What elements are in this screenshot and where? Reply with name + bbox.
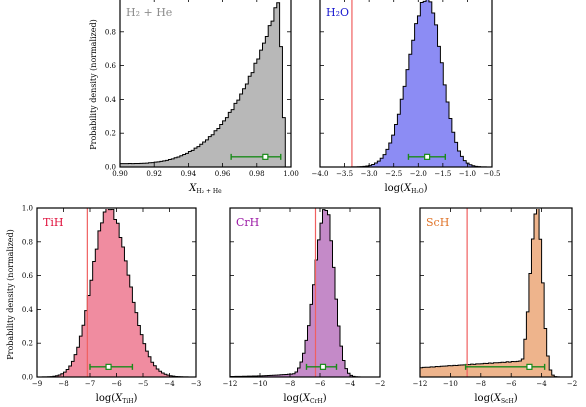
frame-h2he [119,0,292,168]
xtick-label-crh-3: −6 [315,380,326,388]
histogram-h2he [120,2,291,167]
ytick-label-h2he-1: 0.2 [105,130,116,138]
histogram-crh [230,209,380,377]
errorbar-marker-crh [319,363,327,370]
panel-h2o: −4.0 −3.5 −3.0 −2.5 −2.0 −1.5 −1.0 −0.5 H₂O log(X… [312,0,501,195]
xtick-label-h2he-4: 0.98 [249,170,265,178]
xtick-label-sch-4: −4 [536,380,547,388]
errorbar-marker-h2o [424,153,431,160]
ytick-label-h2he-2: 0.4 [105,96,117,104]
xtick-label-sch-3: −6 [506,380,517,388]
ytick-label-h2he-3: 0.6 [105,62,117,70]
xtick-label-h2o-6: −1.0 [459,170,476,178]
frame-sch [419,207,573,378]
histogram-tih [37,209,196,377]
panel-label-sch: ScH [426,216,449,229]
panel-label-crh: CrH [236,216,259,229]
histogram-sch [420,209,572,377]
xtick-label-tih-0: −9 [32,380,42,388]
xtick-label-h2o-3: −2.5 [385,170,402,178]
x-axis-label-crh: log(XCrH) [283,393,326,405]
ytick-label-tih-1: 0.2 [22,340,33,348]
ytick-label-tih-3: 0.6 [22,272,34,280]
xtick-label-h2o-5: −1.5 [434,170,451,178]
xtick-label-sch-1: −10 [443,380,458,388]
ytick-label-tih-2: 0.4 [22,306,34,314]
xtick-label-crh-2: −8 [285,380,295,388]
xtick-label-sch-0: −12 [413,380,428,388]
xtick-label-crh-4: −4 [345,380,356,388]
xtick-label-tih-4: −5 [138,380,148,388]
xtick-label-h2o-4: −2.0 [410,170,427,178]
xtick-label-crh-1: −10 [253,380,268,388]
xtick-label-tih-5: −4 [164,380,175,388]
ytick-label-tih-5: 1.0 [22,205,33,213]
errorbar-marker-tih [105,363,112,370]
y-axis-label-tih: Probability density (normalized) [6,229,15,360]
panel-sch: −12 −10 −8 −6 −4 −2 ScH log(XScH) [413,207,577,405]
xtick-label-h2o-0: −4.0 [312,170,329,178]
xtick-label-h2he-0: 0.90 [112,170,128,178]
x-axis-label-h2he: XH₂ + He [188,183,222,195]
xtick-label-h2he-3: 0.96 [215,170,231,178]
xtick-label-tih-2: −7 [85,380,95,388]
xtick-label-crh-5: −2 [375,380,385,388]
xtick-label-sch-5: −2 [567,380,577,388]
xtick-label-tih-1: −8 [58,380,68,388]
x-axis-label-sch: log(XScH) [474,393,517,405]
xtick-label-h2he-2: 0.94 [181,170,197,178]
errorbar-marker-sch [526,363,533,370]
xtick-label-sch-2: −8 [476,380,486,388]
xtick-label-h2he-1: 0.92 [146,170,162,178]
panel-tih: −9 −8 −7 −6 −5 −4 −3 0.0 0.2 0.4 0.6 0.8 1.0 Probabil… [6,205,201,406]
xtick-label-h2o-7: −0.5 [484,170,501,178]
ytick-label-tih-0: 0.0 [22,374,33,382]
ytick-label-h2he-0: 0.0 [105,164,116,172]
x-axis-label-h2o: log(XH₂O) [384,183,427,195]
xtick-label-h2he-5: 1.00 [283,170,299,178]
panel-crh: −12 −10 −8 −6 −4 −2 CrH log(XCrH) [223,207,385,405]
ytick-label-tih-4: 0.8 [22,238,33,246]
xtick-label-tih-6: −3 [191,380,201,388]
xtick-label-crh-0: −12 [223,380,238,388]
errorbar-marker-h2he [262,153,269,160]
x-axis-label-tih: log(XTiH) [96,393,138,405]
panel-label-tih: TiH [43,216,63,229]
frame-crh [229,207,381,378]
xtick-label-h2o-2: −3.0 [361,170,378,178]
panel-label-h2o: H₂O [326,6,349,19]
y-axis-label-h2he: Probability density (normalized) [89,19,98,150]
panel-h2he: 0.90 0.92 0.94 0.96 0.98 1.00 0.0 0.2 0.4 0.6 0.8 P… [89,0,299,195]
frame-h2o [319,0,493,168]
histogram-h2o [320,0,492,167]
xtick-label-h2o-1: −3.5 [336,170,353,178]
xtick-label-tih-3: −6 [111,380,122,388]
ytick-label-h2he-4: 0.8 [105,28,116,36]
panel-label-h2he: H₂ + He [126,6,172,19]
